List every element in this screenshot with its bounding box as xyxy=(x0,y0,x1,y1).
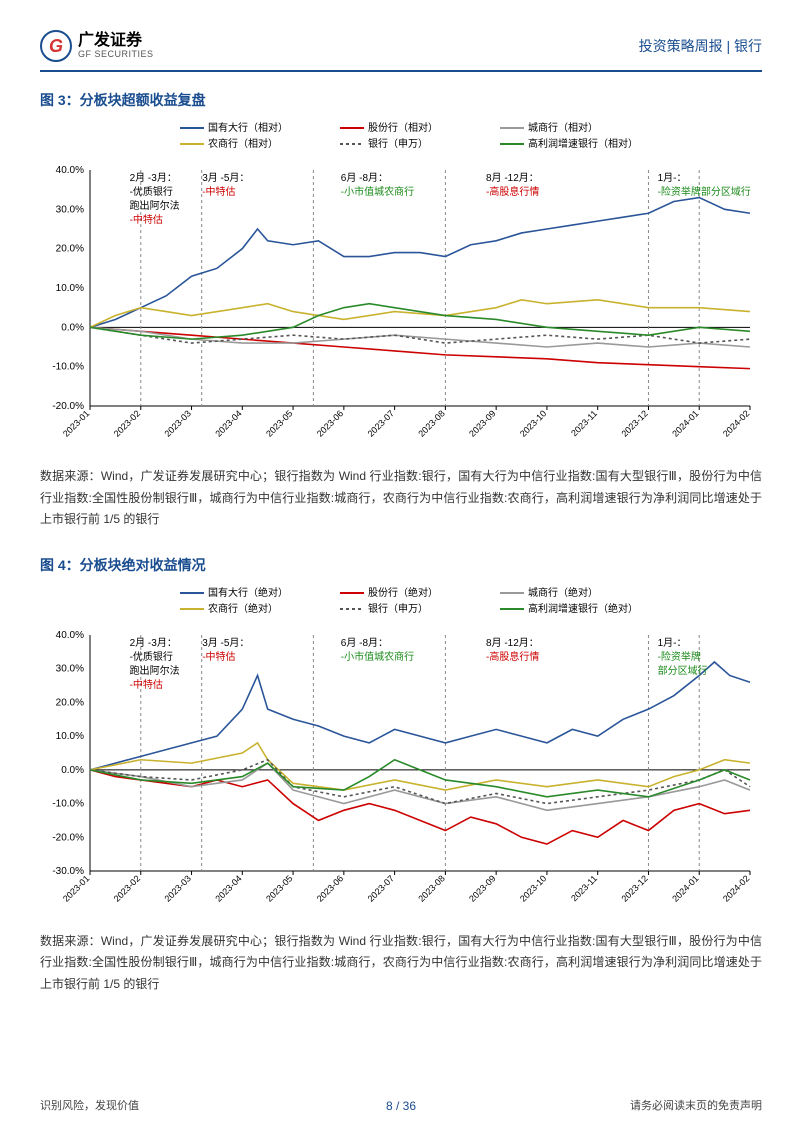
svg-text:2023-06: 2023-06 xyxy=(315,873,345,903)
svg-text:20.0%: 20.0% xyxy=(56,697,84,708)
logo-en: GF SECURITIES xyxy=(78,50,154,60)
logo-icon: G xyxy=(40,30,72,62)
svg-text:2023-12: 2023-12 xyxy=(619,408,649,438)
svg-text:2023-06: 2023-06 xyxy=(315,408,345,438)
svg-text:高利润增速银行（绝对）: 高利润增速银行（绝对） xyxy=(528,602,638,615)
svg-text:2023-07: 2023-07 xyxy=(366,873,396,903)
svg-text:银行（申万）: 银行（申万） xyxy=(368,137,428,150)
svg-text:2023-03: 2023-03 xyxy=(163,408,193,438)
svg-text:农商行（绝对）: 农商行（绝对） xyxy=(208,602,278,615)
svg-text:2023-08: 2023-08 xyxy=(416,408,446,438)
svg-text:0.0%: 0.0% xyxy=(61,765,84,776)
chart4: 国有大行（绝对） 股份行（绝对） 城商行（绝对） 农商行（绝对） 银行（申万） 高利润增速… xyxy=(40,583,760,923)
svg-text:高利润增速银行（相对）: 高利润增速银行（相对） xyxy=(528,137,638,150)
svg-text:2023-11: 2023-11 xyxy=(569,873,599,903)
svg-text:40.0%: 40.0% xyxy=(56,165,84,176)
svg-text:股份行（相对）: 股份行（相对） xyxy=(368,121,438,134)
logo-cn: 广发证券 xyxy=(78,32,154,50)
svg-text:2024-02: 2024-02 xyxy=(721,873,751,903)
svg-text:2023-10: 2023-10 xyxy=(518,873,548,903)
svg-text:2023-01: 2023-01 xyxy=(61,873,91,903)
svg-text:-20.0%: -20.0% xyxy=(52,832,84,843)
svg-text:农商行（相对）: 农商行（相对） xyxy=(208,137,278,150)
svg-text:2023-07: 2023-07 xyxy=(366,408,396,438)
page-number: 8 / 36 xyxy=(0,1099,802,1113)
svg-text:2024-02: 2024-02 xyxy=(721,408,751,438)
header-right: 投资策略周报 | 银行 xyxy=(639,36,762,56)
svg-text:城商行（相对）: 城商行（相对） xyxy=(528,121,598,134)
fig4-source: 数据来源：Wind，广发证券发展研究中心；银行指数为 Wind 行业指数:银行，… xyxy=(40,931,762,996)
svg-text:2023-01: 2023-01 xyxy=(61,408,91,438)
svg-text:城商行（绝对）: 城商行（绝对） xyxy=(528,586,598,599)
fig3-source: 数据来源：Wind，广发证券发展研究中心；银行指数为 Wind 行业指数:银行，… xyxy=(40,466,762,531)
header-rule xyxy=(40,70,762,72)
svg-text:2023-11: 2023-11 xyxy=(569,408,599,438)
svg-text:2023-09: 2023-09 xyxy=(467,873,497,903)
svg-text:2023-10: 2023-10 xyxy=(518,408,548,438)
fig3-title: 图 3：分板块超额收益复盘 xyxy=(40,90,762,110)
svg-text:2023-04: 2023-04 xyxy=(213,873,243,903)
svg-text:10.0%: 10.0% xyxy=(56,731,84,742)
svg-text:0.0%: 0.0% xyxy=(61,322,84,333)
svg-text:2024-01: 2024-01 xyxy=(670,873,700,903)
logo: G 广发证券 GF SECURITIES xyxy=(40,30,154,62)
header: G 广发证券 GF SECURITIES 投资策略周报 | 银行 xyxy=(40,30,762,62)
svg-text:20.0%: 20.0% xyxy=(56,244,84,255)
svg-text:2023-05: 2023-05 xyxy=(264,873,294,903)
svg-text:2023-12: 2023-12 xyxy=(619,873,649,903)
svg-text:2023-03: 2023-03 xyxy=(163,873,193,903)
svg-text:股份行（绝对）: 股份行（绝对） xyxy=(368,586,438,599)
svg-text:10.0%: 10.0% xyxy=(56,283,84,294)
svg-text:-10.0%: -10.0% xyxy=(52,362,84,373)
svg-text:2024-01: 2024-01 xyxy=(670,408,700,438)
svg-text:2023-02: 2023-02 xyxy=(112,873,142,903)
svg-text:2023-02: 2023-02 xyxy=(112,408,142,438)
svg-text:2023-08: 2023-08 xyxy=(416,873,446,903)
svg-text:-30.0%: -30.0% xyxy=(52,866,84,877)
svg-text:30.0%: 30.0% xyxy=(56,204,84,215)
svg-text:国有大行（相对）: 国有大行（相对） xyxy=(208,121,288,134)
svg-text:-10.0%: -10.0% xyxy=(52,798,84,809)
svg-text:2023-04: 2023-04 xyxy=(213,408,243,438)
svg-text:银行（申万）: 银行（申万） xyxy=(368,602,428,615)
svg-text:国有大行（绝对）: 国有大行（绝对） xyxy=(208,586,288,599)
svg-text:2023-05: 2023-05 xyxy=(264,408,294,438)
fig4-title: 图 4：分板块绝对收益情况 xyxy=(40,555,762,575)
svg-text:40.0%: 40.0% xyxy=(56,630,84,641)
chart3: 国有大行（相对） 股份行（相对） 城商行（相对） 农商行（相对） 银行（申万） 高利润增速… xyxy=(40,118,760,458)
svg-text:2023-09: 2023-09 xyxy=(467,408,497,438)
svg-text:30.0%: 30.0% xyxy=(56,663,84,674)
svg-text:-20.0%: -20.0% xyxy=(52,401,84,412)
